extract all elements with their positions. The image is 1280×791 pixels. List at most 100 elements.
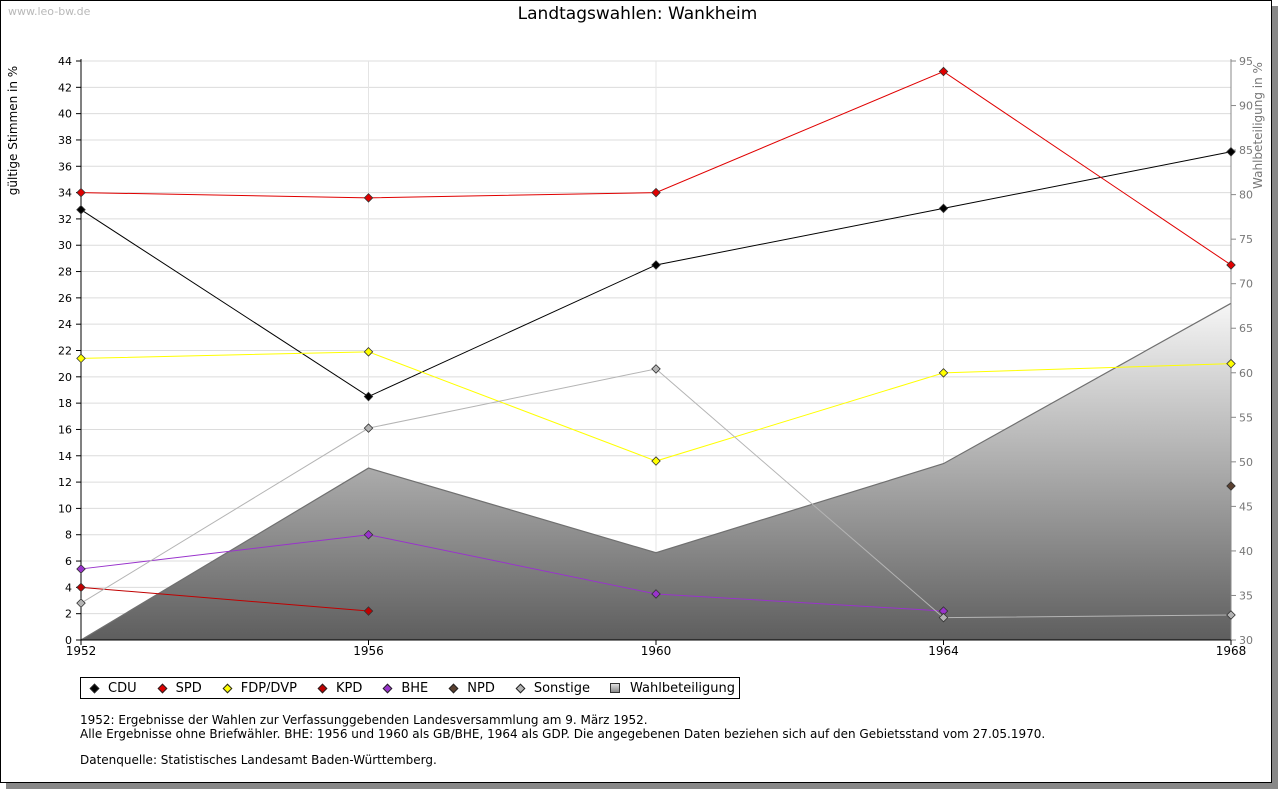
legend-item: KPD <box>317 681 362 696</box>
legend-label: FDP/DVP <box>240 680 297 696</box>
y2-tick-label: 40 <box>1239 545 1253 558</box>
legend-label: Wahlbeteiligung <box>630 680 736 696</box>
chart-title: Landtagswahlen: Wankheim <box>517 4 758 24</box>
y2-tick-label: 55 <box>1239 411 1253 424</box>
frame-shadow-bottom <box>6 783 1278 789</box>
point-sonstige <box>651 364 661 374</box>
y-tick-label: 42 <box>58 81 72 94</box>
y-tick-label: 34 <box>58 187 72 200</box>
x-tick-label: 1964 <box>928 644 959 658</box>
y2-tick-label: 80 <box>1239 189 1253 202</box>
y-tick-label: 38 <box>58 134 72 147</box>
point-spd <box>363 193 374 203</box>
point-kpd <box>363 606 374 616</box>
y2-tick-label: 95 <box>1239 55 1253 68</box>
legend-area-icon <box>610 683 621 693</box>
y-tick-label: 44 <box>58 55 72 68</box>
legend-item: NPD <box>448 681 495 696</box>
point-spd <box>76 187 86 198</box>
point-spd <box>1226 260 1236 270</box>
note-source: Datenquelle: Statistisches Landesamt Bad… <box>80 753 437 767</box>
point-sonstige <box>1226 610 1236 620</box>
turnout-area <box>81 303 1231 640</box>
y-tick-label: 18 <box>58 397 72 410</box>
point-kpd <box>76 582 86 593</box>
y-tick-label: 40 <box>58 108 72 121</box>
legend-item: BHE <box>382 681 428 696</box>
y-tick-label: 0 <box>65 634 72 647</box>
chart-legend: CDU SPD FDP/DVP KPD BHE NPD Sonstige Wahlbeteil… <box>80 677 741 699</box>
point-fdpdvp <box>938 368 949 378</box>
point-fdpdvp <box>651 456 661 466</box>
legend-label: KPD <box>335 680 363 696</box>
y-tick-label: 24 <box>58 318 72 331</box>
frame-shadow-right <box>1272 6 1278 789</box>
legend-marker-icon <box>317 683 328 693</box>
y2-tick-label: 60 <box>1239 367 1253 380</box>
y-tick-label: 30 <box>58 239 72 252</box>
legend-marker-icon <box>382 683 393 693</box>
legend-marker-icon <box>448 683 459 693</box>
y-axis-title: gültige Stimmen in % <box>6 66 20 195</box>
note-line-2: Alle Ergebnisse ohne Briefwähler. BHE: 1… <box>80 727 1046 741</box>
legend-item: Wahlbeteiligung <box>610 681 735 696</box>
point-cdu <box>76 204 86 215</box>
y-tick-label: 2 <box>65 608 72 621</box>
legend-item: CDU <box>89 681 137 696</box>
point-spd <box>938 66 949 77</box>
legend-marker-icon <box>515 683 526 693</box>
note-line-1: 1952: Ergebnisse der Wahlen zur Verfassu… <box>80 713 648 727</box>
y-tick-label: 32 <box>58 213 72 226</box>
legend-item: SPD <box>157 681 202 696</box>
point-fdpdvp <box>1226 358 1236 369</box>
y-tick-label: 4 <box>65 581 72 594</box>
point-cdu <box>1226 147 1236 157</box>
y-tick-label: 36 <box>58 160 72 173</box>
legend-marker-icon <box>222 683 233 693</box>
y2-tick-label: 35 <box>1239 589 1253 602</box>
legend-marker-icon <box>157 683 168 693</box>
y2-tick-label: 85 <box>1239 144 1253 157</box>
point-cdu <box>363 391 374 402</box>
turnout-outline <box>80 302 1232 641</box>
y2-tick-label: 50 <box>1239 456 1253 469</box>
legend-marker-icon <box>89 683 100 693</box>
y2-axis-title: Wahlbeteiligung in % <box>1251 62 1265 189</box>
y-tick-label: 12 <box>58 476 72 489</box>
x-tick-label: 1968 <box>1216 644 1247 658</box>
y-tick-label: 6 <box>65 555 72 568</box>
legend-item: Sonstige <box>515 681 590 696</box>
point-bhe <box>363 529 374 540</box>
point-sonstige <box>76 598 86 608</box>
point-fdpdvp <box>363 347 374 357</box>
point-cdu <box>938 203 949 214</box>
y-tick-label: 20 <box>58 371 72 384</box>
y2-tick-label: 70 <box>1239 278 1253 291</box>
y-tick-label: 14 <box>58 450 72 463</box>
y-tick-label: 8 <box>65 529 72 542</box>
y-tick-label: 16 <box>58 423 72 436</box>
point-npd <box>1226 481 1236 491</box>
y-tick-label: 10 <box>58 502 72 515</box>
y-tick-label: 28 <box>58 266 72 279</box>
y2-tick-label: 30 <box>1239 634 1253 647</box>
legend-label: BHE <box>401 680 429 696</box>
series-line-kpd <box>80 586 369 612</box>
y2-tick-label: 45 <box>1239 500 1253 513</box>
point-spd <box>651 187 661 198</box>
legend-label: CDU <box>108 680 137 696</box>
legend-label: SPD <box>175 680 202 696</box>
watermark: www.leo-bw.de <box>8 5 91 18</box>
y-tick-label: 22 <box>58 345 72 358</box>
x-tick-label: 1956 <box>353 644 384 658</box>
legend-label: Sonstige <box>533 680 591 696</box>
point-bhe <box>651 589 661 599</box>
point-bhe <box>76 564 86 574</box>
point-cdu <box>651 260 661 270</box>
legend-item: FDP/DVP <box>222 681 297 696</box>
y2-tick-label: 75 <box>1239 233 1253 246</box>
point-sonstige <box>363 423 374 433</box>
notes: 1952: Ergebnisse der Wahlen zur Verfassu… <box>80 713 1045 767</box>
